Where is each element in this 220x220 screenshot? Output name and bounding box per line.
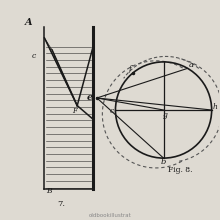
Text: f: f (128, 65, 131, 73)
Text: A: A (25, 18, 32, 27)
Text: e: e (87, 93, 93, 102)
Text: b: b (161, 158, 166, 166)
Text: g: g (162, 111, 167, 119)
Text: B: B (47, 187, 52, 195)
Text: c: c (110, 107, 114, 115)
Polygon shape (44, 38, 77, 106)
Text: Fig. 8.: Fig. 8. (168, 166, 192, 174)
Text: h: h (213, 103, 218, 111)
Text: a: a (189, 61, 194, 69)
Text: F: F (72, 107, 77, 115)
Text: 7.: 7. (58, 200, 66, 208)
Text: oldbookillustrat: oldbookillustrat (89, 213, 131, 218)
Text: c: c (31, 51, 36, 60)
